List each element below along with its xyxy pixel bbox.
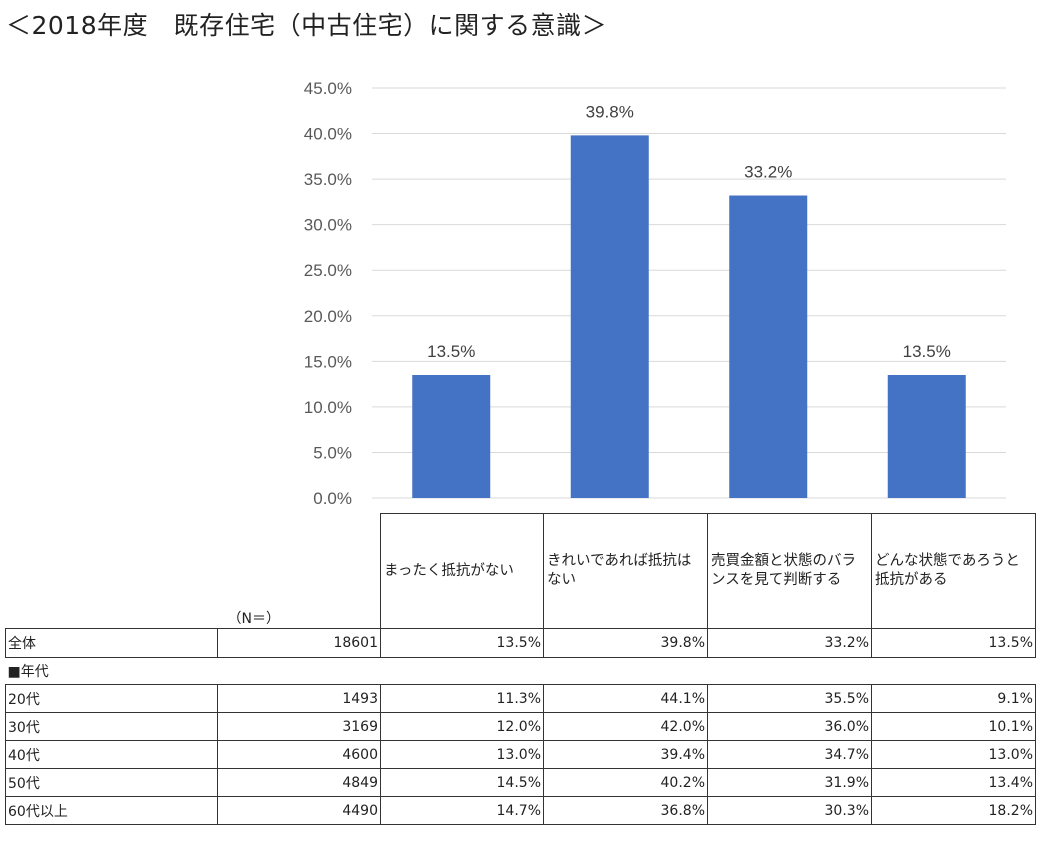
data-label: 33.2% — [744, 163, 792, 182]
section-row: ■年代 — [6, 658, 1036, 685]
y-tick-label: 15.0% — [304, 352, 352, 371]
table-cell: 39.8% — [543, 628, 708, 658]
table-cell: 36.8% — [543, 796, 708, 825]
table-cell: 13.5% — [380, 628, 544, 658]
row-label: 20代 — [5, 684, 218, 713]
y-tick-label: 5.0% — [313, 443, 352, 462]
table-cell: 12.0% — [380, 712, 544, 741]
row-label: 30代 — [5, 712, 218, 741]
data-label: 13.5% — [427, 342, 475, 361]
n-value: 1493 — [217, 684, 381, 713]
table-row: 20代 1493 11.3% 44.1% 35.5% 9.1% — [5, 684, 1036, 713]
table-cell: 13.5% — [871, 628, 1036, 658]
table-cell: 10.1% — [871, 712, 1036, 741]
y-tick-label: 35.0% — [304, 170, 352, 189]
table-cell: 11.3% — [380, 684, 544, 713]
bar — [412, 375, 491, 498]
y-tick-label: 25.0% — [304, 261, 352, 280]
bar — [887, 375, 966, 498]
row-label: 50代 — [5, 768, 218, 797]
n-label: （N＝） — [227, 611, 280, 627]
data-table: （N＝） まったく抵抗がない きれいであれば抵抗はない 売買金額と状態のバランス… — [5, 513, 1036, 825]
row-label: 全体 — [5, 628, 218, 658]
table-row-total: 全体 18601 13.5% 39.8% 33.2% 13.5% — [5, 628, 1036, 658]
y-tick-label: 45.0% — [304, 79, 352, 98]
table-cell: 9.1% — [871, 684, 1036, 713]
table-row: 40代 4600 13.0% 39.4% 34.7% 13.0% — [5, 740, 1036, 769]
table-row: 60代以上 4490 14.7% 36.8% 30.3% 18.2% — [5, 796, 1036, 825]
table-cell: 33.2% — [707, 628, 872, 658]
section-label: ■年代 — [7, 664, 49, 680]
table-row: 50代 4849 14.5% 40.2% 31.9% 13.4% — [5, 768, 1036, 797]
age-rows: 20代 1493 11.3% 44.1% 35.5% 9.1% 30代 3169 12.0% 42… — [5, 684, 1036, 825]
table-cell: 39.4% — [543, 740, 708, 769]
table-cell: 14.7% — [380, 796, 544, 825]
column-header: どんな状態であろうと抵抗がある — [871, 513, 1036, 629]
bar — [570, 135, 649, 498]
table-cell: 18.2% — [871, 796, 1036, 825]
table-cell: 40.2% — [543, 768, 708, 797]
row-label: 60代以上 — [5, 796, 218, 825]
table-cell: 42.0% — [543, 712, 708, 741]
data-label: 13.5% — [903, 342, 951, 361]
table-row: 30代 3169 12.0% 42.0% 36.0% 10.1% — [5, 712, 1036, 741]
table-cell: 35.5% — [707, 684, 872, 713]
column-header: きれいであれば抵抗はない — [543, 513, 708, 629]
y-tick-label: 30.0% — [304, 216, 352, 235]
n-value: 4600 — [217, 740, 381, 769]
table-header-row: （N＝） まったく抵抗がない きれいであれば抵抗はない 売買金額と状態のバランス… — [6, 513, 1036, 629]
n-value: 4490 — [217, 796, 381, 825]
bar-chart: 45.0% 40.0% 35.0% 30.0% 25.0% 20.0% 15.0% 10.0%… — [304, 79, 1006, 508]
n-value: 3169 — [217, 712, 381, 741]
n-value: 18601 — [217, 628, 381, 658]
table-cell: 36.0% — [707, 712, 872, 741]
y-tick-label: 20.0% — [304, 307, 352, 326]
y-tick-label: 0.0% — [313, 489, 352, 508]
table-cell: 14.5% — [380, 768, 544, 797]
table-cell: 13.4% — [871, 768, 1036, 797]
row-label: 40代 — [5, 740, 218, 769]
y-tick-label: 10.0% — [304, 398, 352, 417]
column-header: まったく抵抗がない — [380, 513, 544, 629]
table-cell: 34.7% — [707, 740, 872, 769]
y-tick-label: 40.0% — [304, 125, 352, 144]
bar — [729, 195, 808, 498]
table-cell: 30.3% — [707, 796, 872, 825]
table-cell: 31.9% — [707, 768, 872, 797]
column-header: 売買金額と状態のバランスを見て判断する — [707, 513, 872, 629]
table-cell: 13.0% — [871, 740, 1036, 769]
page-title: ＜2018年度 既存住宅（中古住宅）に関する意識＞ — [6, 11, 608, 40]
table-cell: 13.0% — [380, 740, 544, 769]
table-cell: 44.1% — [543, 684, 708, 713]
data-label: 39.8% — [586, 102, 634, 121]
n-value: 4849 — [217, 768, 381, 797]
